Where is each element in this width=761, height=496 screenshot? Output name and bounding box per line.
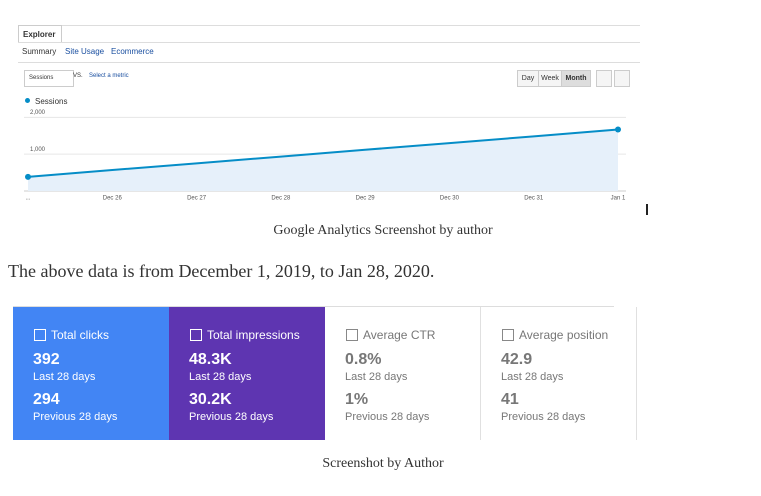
cards-top-border [13, 306, 614, 307]
card-value: 0.8% [345, 351, 382, 368]
card-label: Average position [519, 328, 609, 342]
x-tick-label: Dec 30 [440, 196, 460, 202]
caption: Google Analytics Screenshot by author [273, 223, 493, 238]
vs-label: VS. [73, 73, 83, 79]
period-button[interactable]: Month [561, 70, 591, 87]
legend-dot [25, 98, 30, 103]
panel-border [18, 25, 640, 209]
x-tick-label: ... [25, 196, 30, 202]
x-tick-label: Dec 28 [271, 196, 291, 202]
chart-toggle[interactable] [614, 70, 630, 87]
point [25, 173, 31, 180]
metric-card[interactable]: Average CTR 0.8% Last 28 days 1% Previous 28… [325, 307, 481, 440]
card-value: 392 [33, 351, 60, 368]
chart-toggle[interactable] [596, 70, 612, 87]
x-tick-label: Jan 1 [611, 196, 626, 202]
select-metric[interactable]: Select a metric [89, 73, 129, 79]
checkbox[interactable] [502, 329, 514, 341]
metric-dropdown[interactable]: Sessions [24, 70, 74, 87]
card-prev-period: Previous 28 days [345, 411, 430, 423]
y-tick-label: 2,000 [30, 110, 46, 116]
metric-card[interactable]: Total impressions 48.3K Last 28 days 30.2K P… [169, 307, 325, 440]
x-tick-label: Dec 27 [187, 196, 207, 202]
card-period: Last 28 days [189, 371, 252, 383]
cursor [646, 204, 648, 215]
subnav-item[interactable]: Site Usage [65, 47, 105, 56]
legend-label: Sessions [35, 97, 68, 106]
metric-card[interactable]: Average position 42.9 Last 28 days 41 Previo… [481, 307, 637, 440]
checkbox[interactable] [346, 329, 358, 341]
subnav-item[interactable]: Summary [22, 47, 57, 56]
card-prev-value: 294 [33, 391, 60, 408]
card-period: Last 28 days [33, 371, 96, 383]
area [28, 129, 618, 191]
x-tick-label: Dec 29 [356, 196, 376, 202]
card-value: 48.3K [189, 351, 232, 368]
card-label: Average CTR [363, 328, 436, 342]
checkbox[interactable] [190, 329, 202, 341]
card-period: Last 28 days [345, 371, 408, 383]
divider [18, 42, 640, 43]
y-tick-label: 1,000 [30, 147, 46, 153]
line [27, 128, 619, 178]
card-prev-period: Previous 28 days [501, 411, 586, 423]
card-period: Last 28 days [501, 371, 564, 383]
card-prev-value: 41 [501, 391, 519, 408]
divider [18, 62, 640, 63]
point [615, 126, 621, 133]
checkbox[interactable] [34, 329, 46, 341]
body-text: The above data is from December 1, 2019,… [8, 261, 435, 281]
card-value: 42.9 [501, 351, 533, 368]
card-prev-period: Previous 28 days [33, 411, 118, 423]
tab[interactable]: Explorer [18, 25, 62, 43]
card-prev-period: Previous 28 days [189, 411, 274, 423]
card-prev-value: 30.2K [189, 391, 232, 408]
metric-card[interactable]: Total clicks 392 Last 28 days 294 Previous 2… [13, 307, 169, 440]
card-prev-value: 1% [345, 391, 369, 408]
subnav-item[interactable]: Ecommerce [111, 47, 154, 56]
x-tick-label: Dec 26 [103, 196, 123, 202]
x-tick-label: Dec 31 [524, 196, 544, 202]
card-label: Total impressions [207, 328, 300, 342]
card-label: Total clicks [51, 328, 110, 342]
caption: Screenshot by Author [322, 456, 444, 471]
